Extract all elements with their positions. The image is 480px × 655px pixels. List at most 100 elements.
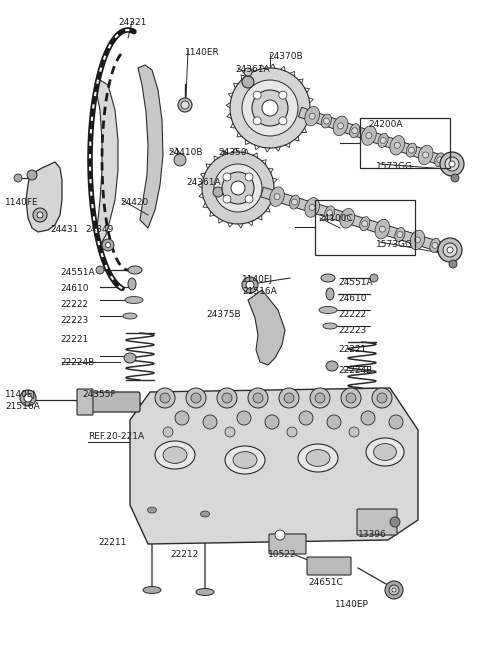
Circle shape bbox=[223, 195, 231, 203]
Text: 24431: 24431 bbox=[50, 225, 78, 234]
Circle shape bbox=[252, 90, 288, 126]
Circle shape bbox=[438, 238, 462, 262]
Circle shape bbox=[287, 427, 297, 437]
Ellipse shape bbox=[375, 219, 390, 239]
Circle shape bbox=[309, 204, 315, 210]
Text: 24410B: 24410B bbox=[168, 148, 203, 157]
Circle shape bbox=[245, 173, 253, 181]
Ellipse shape bbox=[378, 134, 388, 147]
Circle shape bbox=[379, 226, 385, 232]
Ellipse shape bbox=[360, 217, 370, 231]
Circle shape bbox=[253, 393, 263, 403]
Circle shape bbox=[279, 388, 299, 408]
Circle shape bbox=[245, 195, 253, 203]
FancyBboxPatch shape bbox=[357, 509, 397, 535]
Circle shape bbox=[370, 274, 378, 282]
Circle shape bbox=[443, 243, 457, 257]
Ellipse shape bbox=[128, 278, 136, 290]
Circle shape bbox=[377, 393, 387, 403]
Polygon shape bbox=[26, 162, 62, 232]
Polygon shape bbox=[95, 80, 118, 245]
Ellipse shape bbox=[289, 195, 300, 209]
Circle shape bbox=[262, 100, 278, 116]
Ellipse shape bbox=[410, 230, 425, 250]
FancyBboxPatch shape bbox=[77, 389, 93, 415]
Circle shape bbox=[432, 242, 438, 248]
Circle shape bbox=[24, 394, 32, 402]
Text: 22223: 22223 bbox=[338, 326, 366, 335]
Circle shape bbox=[389, 415, 403, 429]
Ellipse shape bbox=[298, 444, 338, 472]
Text: 24355F: 24355F bbox=[82, 390, 116, 399]
Circle shape bbox=[106, 242, 110, 248]
Circle shape bbox=[449, 260, 457, 268]
Circle shape bbox=[237, 411, 251, 425]
Text: 24370B: 24370B bbox=[268, 52, 302, 61]
Ellipse shape bbox=[319, 307, 337, 314]
Circle shape bbox=[102, 239, 114, 251]
Text: 1140EJ: 1140EJ bbox=[242, 275, 273, 284]
Text: 24200A: 24200A bbox=[368, 120, 403, 129]
Circle shape bbox=[437, 157, 443, 163]
Polygon shape bbox=[261, 187, 452, 255]
Circle shape bbox=[155, 388, 175, 408]
Text: 22224B: 22224B bbox=[60, 358, 94, 367]
Circle shape bbox=[242, 76, 254, 88]
Circle shape bbox=[389, 585, 399, 595]
Text: 13396: 13396 bbox=[358, 530, 387, 539]
Circle shape bbox=[253, 117, 261, 125]
Ellipse shape bbox=[321, 274, 335, 282]
Ellipse shape bbox=[323, 323, 337, 329]
Circle shape bbox=[414, 237, 420, 243]
Circle shape bbox=[275, 530, 285, 540]
Ellipse shape bbox=[333, 116, 348, 136]
Circle shape bbox=[361, 411, 375, 425]
Circle shape bbox=[178, 98, 192, 112]
Ellipse shape bbox=[418, 145, 433, 164]
Circle shape bbox=[310, 388, 330, 408]
Circle shape bbox=[223, 173, 231, 181]
Ellipse shape bbox=[125, 297, 143, 303]
Circle shape bbox=[246, 281, 254, 289]
Circle shape bbox=[397, 231, 403, 238]
Text: 22223: 22223 bbox=[60, 316, 88, 325]
Circle shape bbox=[341, 388, 361, 408]
Ellipse shape bbox=[270, 187, 284, 206]
Polygon shape bbox=[130, 388, 418, 544]
FancyBboxPatch shape bbox=[269, 534, 306, 554]
Ellipse shape bbox=[196, 588, 214, 595]
Text: 22221: 22221 bbox=[338, 345, 366, 354]
Circle shape bbox=[244, 68, 252, 76]
Text: 24551A: 24551A bbox=[338, 278, 372, 287]
Text: 24375B: 24375B bbox=[206, 310, 240, 319]
Text: 22222: 22222 bbox=[338, 310, 366, 319]
Circle shape bbox=[33, 208, 47, 222]
Text: 24361A: 24361A bbox=[235, 65, 270, 74]
Circle shape bbox=[248, 388, 268, 408]
Text: 1140EP: 1140EP bbox=[335, 600, 369, 609]
Circle shape bbox=[291, 199, 298, 205]
Text: REF.20-221A: REF.20-221A bbox=[88, 432, 144, 441]
Polygon shape bbox=[299, 107, 454, 169]
Circle shape bbox=[96, 266, 104, 274]
Circle shape bbox=[366, 132, 372, 139]
Circle shape bbox=[225, 427, 235, 437]
Circle shape bbox=[352, 128, 358, 134]
Circle shape bbox=[174, 154, 186, 166]
Ellipse shape bbox=[326, 361, 338, 371]
Circle shape bbox=[372, 388, 392, 408]
Text: 1140FE: 1140FE bbox=[5, 198, 38, 207]
Ellipse shape bbox=[430, 238, 440, 252]
Circle shape bbox=[217, 388, 237, 408]
Circle shape bbox=[299, 411, 313, 425]
Ellipse shape bbox=[390, 136, 405, 155]
Circle shape bbox=[284, 393, 294, 403]
Circle shape bbox=[324, 118, 329, 124]
Text: 22224B: 22224B bbox=[338, 366, 372, 375]
Circle shape bbox=[175, 411, 189, 425]
Ellipse shape bbox=[407, 143, 417, 157]
Circle shape bbox=[392, 588, 396, 592]
Text: 24420: 24420 bbox=[120, 198, 148, 207]
Circle shape bbox=[213, 187, 223, 197]
Polygon shape bbox=[138, 65, 163, 228]
